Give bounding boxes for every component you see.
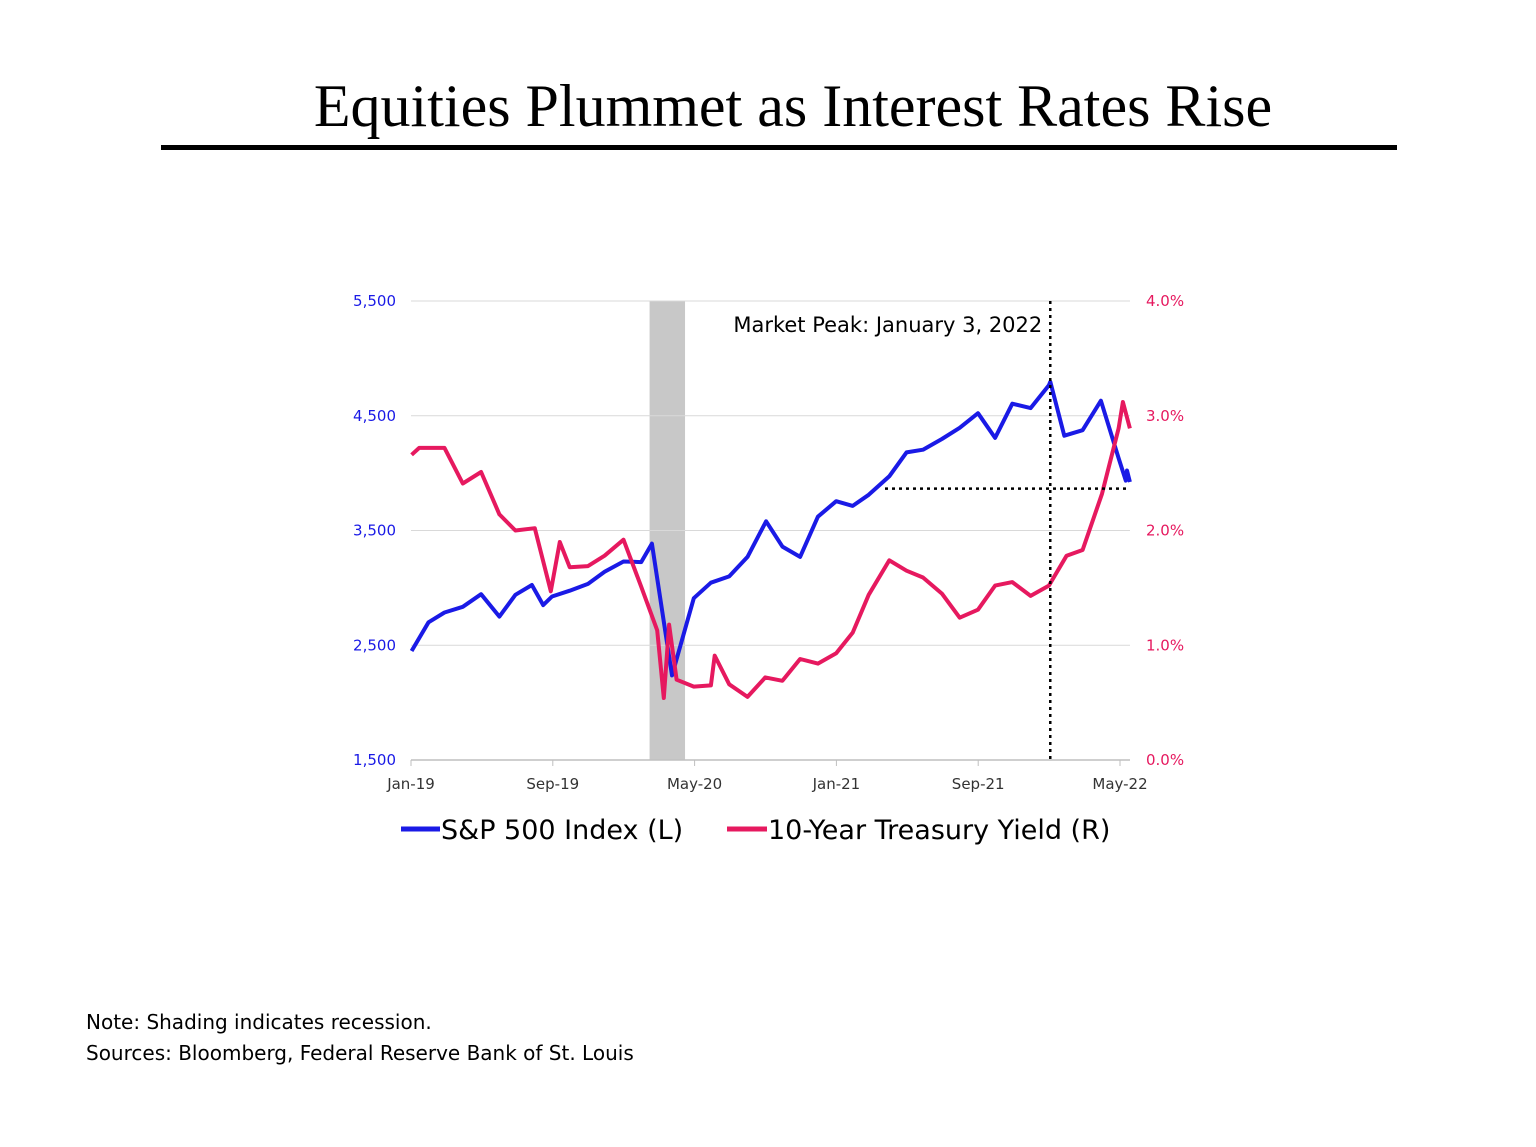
x-tick-label: Jan-19 <box>386 775 435 793</box>
y-right-tick-label: 2.0% <box>1146 522 1184 540</box>
legend-label-treasury-yield: 10-Year Treasury Yield (R) <box>768 815 1110 846</box>
page-title: Equities Plummet as Interest Rates Rise <box>313 73 1273 139</box>
y-left-tick-label: 4,500 <box>353 407 396 425</box>
title-underline <box>161 145 1397 150</box>
x-tick-label: Sep-19 <box>526 775 579 793</box>
x-tick-label: May-22 <box>1092 775 1147 793</box>
legend-label-sp500: S&P 500 Index (L) <box>441 815 683 846</box>
shading-note: Note: Shading indicates recession. <box>86 1010 432 1034</box>
y-right-tick-label: 0.0% <box>1146 751 1184 769</box>
series-line-treasury-yield <box>410 400 1132 700</box>
market-peak-annotation: Market Peak: January 3, 2022 <box>733 313 1042 337</box>
y-left-tick-label: 2,500 <box>353 636 396 654</box>
x-tick-label: Sep-21 <box>952 775 1005 793</box>
sources-note: Sources: Bloomberg, Federal Reserve Bank… <box>86 1041 634 1065</box>
y-right-tick-label: 3.0% <box>1146 407 1184 425</box>
y-right-tick-label: 4.0% <box>1146 292 1184 310</box>
y-right-tick-label: 1.0% <box>1146 636 1184 654</box>
y-left-tick-label: 3,500 <box>353 522 396 540</box>
y-left-tick-label: 1,500 <box>353 751 396 769</box>
series-line-sp500 <box>409 379 1132 678</box>
y-left-tick-label: 5,500 <box>353 292 396 310</box>
x-tick-label: May-20 <box>667 775 722 793</box>
x-tick-label: Jan-21 <box>812 775 861 793</box>
